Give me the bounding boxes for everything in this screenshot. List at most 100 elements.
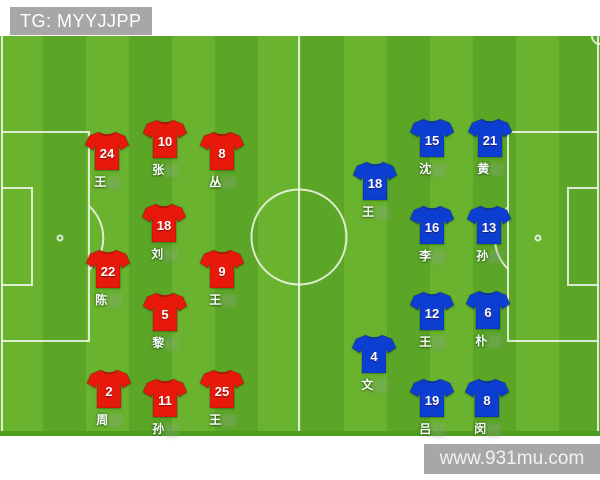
player-name: 张▒▒ [135,163,195,178]
jersey-icon [465,290,511,330]
player-name-blurred: ▒▒ [221,415,236,427]
player-number: 6 [484,305,492,320]
player-name-blurred: ▒▒ [106,177,121,189]
player-number: 19 [424,393,440,408]
player-surname: 张 [152,163,165,177]
player-name: 黄▒▒ [460,162,520,177]
player-number: 9 [218,264,226,279]
jersey-icon [409,291,455,331]
player-number: 24 [99,146,115,161]
pitch-bottom-edge [0,431,600,436]
player-number: 18 [156,218,172,233]
player-name: 王▒▒ [77,175,137,190]
left-penalty-spot [56,234,64,242]
jersey-icon [142,119,188,159]
player-name: 沈▒▒ [402,162,462,177]
player-surname: 黎 [152,336,165,350]
player-blue-4: 4 文▒▒ [344,334,404,393]
player-red-11: 11 孙▒▒ [135,378,195,437]
left-goal-area [2,187,33,286]
player-name: 王▒▒ [192,293,252,308]
player-surname: 朴 [475,334,488,348]
jersey-icon [141,203,187,243]
site-watermark: www.931mu.com [424,444,600,474]
player-surname: 孙 [476,249,489,263]
player-name-blurred: ▒▒ [221,295,236,307]
player-number: 18 [367,176,383,191]
player-number: 8 [483,393,491,408]
player-name: 刘▒▒ [134,247,194,262]
telegram-tag-text: TG: MYYJJPP [20,10,142,31]
player-surname: 黄 [477,162,490,176]
player-red-8: 8 丛▒▒ [192,131,252,190]
player-name-blurred: ▒▒ [489,164,504,176]
left-penalty-box [2,131,90,342]
player-surname: 丛 [209,175,222,189]
jersey-icon [467,118,513,158]
player-red-5: 5 黎▒▒ [135,292,195,351]
player-name-blurred: ▒▒ [164,165,179,177]
jersey-icon [199,249,245,289]
right-penalty-box [507,131,598,342]
player-name: 吕▒▒ [402,422,462,437]
jersey-icon [409,118,455,158]
player-name: 丛▒▒ [192,175,252,190]
jersey-icon [142,378,188,418]
player-blue-21: 21 黄▒▒ [460,118,520,177]
player-surname: 孙 [152,422,165,436]
player-name: 陈▒▒ [78,293,138,308]
jersey-icon [84,131,130,171]
player-name-blurred: ▒▒ [108,415,123,427]
player-surname: 吕 [419,422,432,436]
right-penalty-spot [534,234,542,242]
player-blue-16: 16 李▒▒ [402,205,462,264]
player-blue-8: 8 闵▒▒ [457,378,517,437]
player-name: 周▒▒ [79,413,139,428]
jersey-icon [352,161,398,201]
player-name-blurred: ▒▒ [164,424,179,436]
player-number: 8 [218,146,226,161]
player-number: 13 [481,220,497,235]
player-surname: 周 [96,413,109,427]
site-watermark-text: www.931mu.com [439,448,585,469]
player-name: 文▒▒ [344,378,404,393]
player-blue-15: 15 沈▒▒ [402,118,462,177]
jersey-icon [86,369,132,409]
player-name: 王▒▒ [192,413,252,428]
player-number: 10 [157,134,173,149]
player-surname: 文 [361,378,374,392]
player-red-22: 22 陈▒▒ [78,249,138,308]
player-name-blurred: ▒▒ [163,249,178,261]
player-name-blurred: ▒▒ [221,177,236,189]
player-number: 22 [100,264,116,279]
player-name-blurred: ▒▒ [431,251,446,263]
player-surname: 陈 [95,293,108,307]
player-blue-19: 19 吕▒▒ [402,378,462,437]
player-number: 4 [370,349,378,364]
player-number: 5 [161,307,169,322]
jersey-icon [142,292,188,332]
player-surname: 王 [362,205,375,219]
player-number: 16 [424,220,440,235]
player-surname: 李 [419,249,432,263]
player-number: 12 [424,306,440,321]
jersey-icon [409,205,455,245]
player-name-blurred: ▒▒ [164,338,179,350]
telegram-tag-label: TG: MYYJJPP [10,7,152,35]
player-blue-12: 12 王▒▒ [402,291,462,350]
jersey-icon [351,334,397,374]
player-red-24: 24 王▒▒ [77,131,137,190]
player-surname: 沈 [419,162,432,176]
player-name: 朴▒▒ [458,334,518,349]
player-red-9: 9 王▒▒ [192,249,252,308]
player-number: 11 [158,393,172,408]
player-blue-13: 13 孙▒▒ [459,205,519,264]
player-name-blurred: ▒▒ [487,336,502,348]
corner-arc-top-right [591,36,600,45]
right-goal-area [567,187,598,286]
jersey-icon [466,205,512,245]
jersey-icon [409,378,455,418]
player-name-blurred: ▒▒ [107,295,122,307]
player-number: 25 [214,384,230,399]
